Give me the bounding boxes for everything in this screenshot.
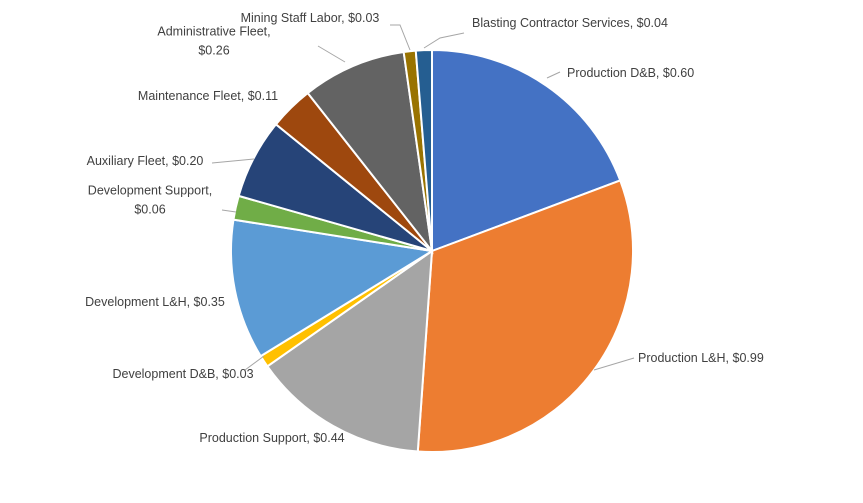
pie-slices xyxy=(230,48,634,453)
pie-slice-production-d-b xyxy=(431,48,622,253)
data-label: Production D&B, $0.60 xyxy=(567,66,694,80)
leader-line xyxy=(221,209,237,213)
pie-slice-production-l-h xyxy=(416,179,634,453)
leader-line xyxy=(211,158,255,164)
leader-line xyxy=(423,32,465,49)
data-label: Auxiliary Fleet, $0.20 xyxy=(87,154,204,168)
data-label: Development D&B, $0.03 xyxy=(112,367,253,381)
pie-slice-production-support xyxy=(265,248,434,453)
pie-slice-blasting-contractor-services xyxy=(414,48,433,252)
pie-slice-administrative-fleet xyxy=(306,50,434,255)
leader-line xyxy=(244,355,265,371)
data-label: Development Support, $0.06 xyxy=(88,184,212,217)
data-label: Mining Staff Labor, $0.03 xyxy=(241,11,380,25)
data-label: Production L&H, $0.99 xyxy=(638,351,764,365)
data-label: Maintenance Fleet, $0.11 xyxy=(138,89,278,103)
leader-line xyxy=(317,45,346,63)
leader-line xyxy=(390,24,411,51)
leader-line xyxy=(546,71,561,79)
leader-lines xyxy=(211,24,635,371)
leader-line xyxy=(593,357,635,371)
data-label: Administrative Fleet, $0.26 xyxy=(157,25,270,58)
pie-slice-development-l-h xyxy=(230,218,435,358)
data-label: Blasting Contractor Services, $0.04 xyxy=(472,16,668,30)
data-label: Development L&H, $0.35 xyxy=(85,295,225,309)
data-labels: Production D&B, $0.60 Production L&H, $0.… xyxy=(85,11,764,445)
data-label: Production Support, $0.44 xyxy=(199,431,344,445)
